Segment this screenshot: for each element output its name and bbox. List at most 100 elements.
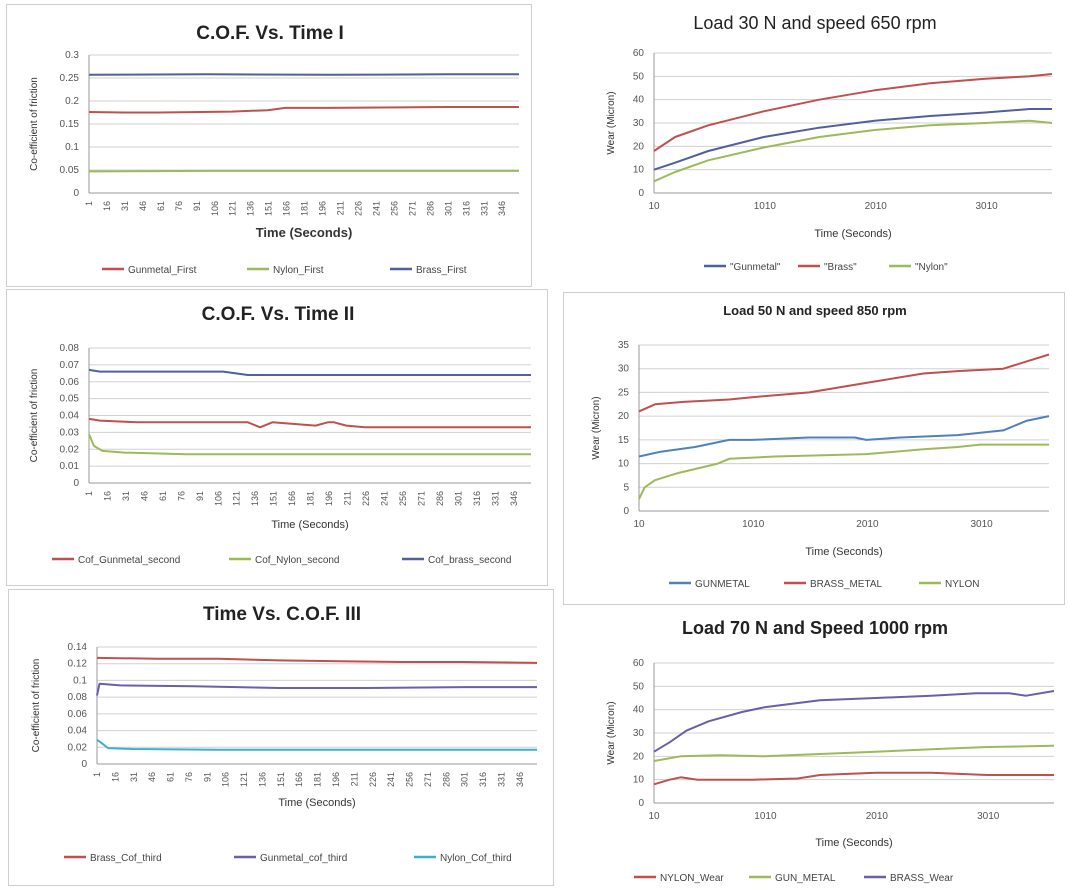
x-tick-label: 121 xyxy=(228,201,238,216)
x-tick-label: 121 xyxy=(232,491,242,506)
x-tick-label: 256 xyxy=(398,491,408,506)
x-tick-label: 61 xyxy=(156,201,166,211)
legend-label: BRASS_Wear xyxy=(890,873,954,884)
y-tick-label: 0 xyxy=(73,188,79,199)
x-tick-label: 3010 xyxy=(970,519,993,530)
y-tick-label: 0.25 xyxy=(60,73,80,84)
x-tick-label: 346 xyxy=(497,201,507,216)
x-tick-label: 241 xyxy=(386,772,396,787)
x-tick-label: 181 xyxy=(300,201,310,216)
y-tick-label: 40 xyxy=(633,95,645,106)
x-tick-label: 151 xyxy=(276,772,286,787)
legend-label: GUNMETAL xyxy=(695,579,750,590)
x-tick-label: 286 xyxy=(441,772,451,787)
y-tick-label: 5 xyxy=(623,482,629,493)
y-tick-label: 0.1 xyxy=(73,675,87,686)
chart-title: C.O.F. Vs. Time II xyxy=(202,304,355,325)
y-tick-label: 0.3 xyxy=(65,50,79,61)
y-tick-label: 0 xyxy=(623,506,629,517)
y-tick-label: 0 xyxy=(638,188,644,199)
x-tick-label: 316 xyxy=(478,772,488,787)
y-tick-label: 20 xyxy=(618,411,630,422)
y-tick-label: 0.02 xyxy=(68,742,88,753)
series-line-1 xyxy=(653,73,1053,152)
x-tick-label: 346 xyxy=(515,772,525,787)
x-tick-label: 331 xyxy=(479,201,489,216)
x-tick-label: 2010 xyxy=(865,201,888,212)
x-tick-label: 136 xyxy=(257,772,267,787)
x-tick-label: 331 xyxy=(496,772,506,787)
chart-title: Load 50 N and speed 850 rpm xyxy=(723,303,907,318)
chart-svg-cof-time-2: C.O.F. Vs. Time II 0 0.01 0.02 0.03 0.04 0.05 0… xyxy=(29,304,531,566)
chart-svg-wear-30n: Load 30 N and speed 650 rpm 0 10 20 30 40 50 60… xyxy=(606,13,1053,273)
y-tick-label: 0.03 xyxy=(60,427,80,438)
y-tick-label: 40 xyxy=(633,705,645,716)
y-tick-label: 20 xyxy=(633,751,645,762)
x-tick-label: 226 xyxy=(368,772,378,787)
y-tick-label: 0 xyxy=(81,759,87,770)
x-tick-label: 1 xyxy=(84,491,94,496)
chart-title: Load 30 N and speed 650 rpm xyxy=(693,13,936,33)
x-tick-label: 136 xyxy=(246,201,256,216)
series-line-2 xyxy=(653,690,1055,753)
x-tick-label: 226 xyxy=(353,201,363,216)
x-tick-label: 166 xyxy=(294,772,304,787)
series-line-1 xyxy=(653,744,1055,762)
x-tick-label: 316 xyxy=(472,491,482,506)
x-tick-label: 211 xyxy=(343,491,353,505)
series-line-1 xyxy=(96,682,537,696)
x-tick-label: 346 xyxy=(509,491,519,506)
x-tick-label: 46 xyxy=(138,201,148,211)
legend-label: Nylon_Cof_third xyxy=(440,853,512,864)
y-tick-label: 0.12 xyxy=(68,659,88,670)
x-tick-label: 181 xyxy=(313,772,323,787)
x-tick-label: 121 xyxy=(239,772,249,787)
x-axis-label: Time (Seconds) xyxy=(256,225,353,240)
chart-svg-wear-70n: Load 70 N and Speed 1000 rpm 0 10 20 30 40 50 6… xyxy=(606,618,1055,884)
chart-panel-wear-30n: Load 30 N and speed 650 rpm 0 10 20 30 40 50 60… xyxy=(563,4,1065,287)
y-axis-label: Co-efficient of friction xyxy=(31,659,42,753)
y-tick-label: 0.04 xyxy=(60,411,80,422)
x-tick-label: 46 xyxy=(139,491,149,501)
x-axis-label: Time (Seconds) xyxy=(278,797,355,809)
x-tick-label: 91 xyxy=(202,772,212,782)
x-axis-label: Time (Seconds) xyxy=(814,228,891,240)
series-line-2 xyxy=(638,443,1049,500)
x-tick-label: 286 xyxy=(425,201,435,216)
legend-label: GUN_METAL xyxy=(775,873,836,884)
chart-panel-cof-time-1: C.O.F. Vs. Time I 0 0.05 0.1 0.15 0.2 0.25 0.3 1… xyxy=(6,4,532,287)
legend-label: BRASS_METAL xyxy=(810,579,882,590)
x-tick-label: 10 xyxy=(648,201,660,212)
y-tick-label: 30 xyxy=(633,118,645,129)
x-tick-label: 301 xyxy=(460,772,470,787)
x-tick-label: 1010 xyxy=(754,811,777,822)
x-tick-label: 196 xyxy=(324,491,334,506)
legend-label: NYLON_Wear xyxy=(660,873,724,884)
series-line-0 xyxy=(638,415,1050,458)
x-tick-label: 31 xyxy=(120,201,130,211)
x-tick-label: 301 xyxy=(443,201,453,216)
x-axis-label: Time (Seconds) xyxy=(271,519,348,531)
y-tick-label: 0.2 xyxy=(65,96,79,107)
x-tick-label: 76 xyxy=(176,491,186,501)
x-tick-label: 241 xyxy=(371,201,381,216)
x-tick-label: 106 xyxy=(210,201,220,216)
series-line-0 xyxy=(88,106,519,114)
y-tick-label: 0.07 xyxy=(60,360,80,371)
chart-svg-wear-50n: Load 50 N and speed 850 rpm 0 5 10 15 20 25 30 3… xyxy=(591,303,1050,590)
x-tick-label: 91 xyxy=(192,201,202,211)
x-tick-label: 151 xyxy=(264,201,274,216)
x-tick-label: 16 xyxy=(102,491,112,501)
y-tick-label: 30 xyxy=(618,364,630,375)
x-tick-label: 1010 xyxy=(742,519,765,530)
series-line-2 xyxy=(88,368,531,376)
x-tick-label: 31 xyxy=(121,491,131,501)
y-tick-label: 0 xyxy=(73,478,79,489)
series-line-2 xyxy=(88,73,519,76)
x-tick-label: 196 xyxy=(318,201,328,216)
y-tick-label: 35 xyxy=(618,340,630,351)
x-tick-label: 256 xyxy=(389,201,399,216)
x-tick-label: 1 xyxy=(84,201,94,206)
y-tick-label: 50 xyxy=(633,71,645,82)
chart-title: Load 70 N and Speed 1000 rpm xyxy=(682,618,948,638)
